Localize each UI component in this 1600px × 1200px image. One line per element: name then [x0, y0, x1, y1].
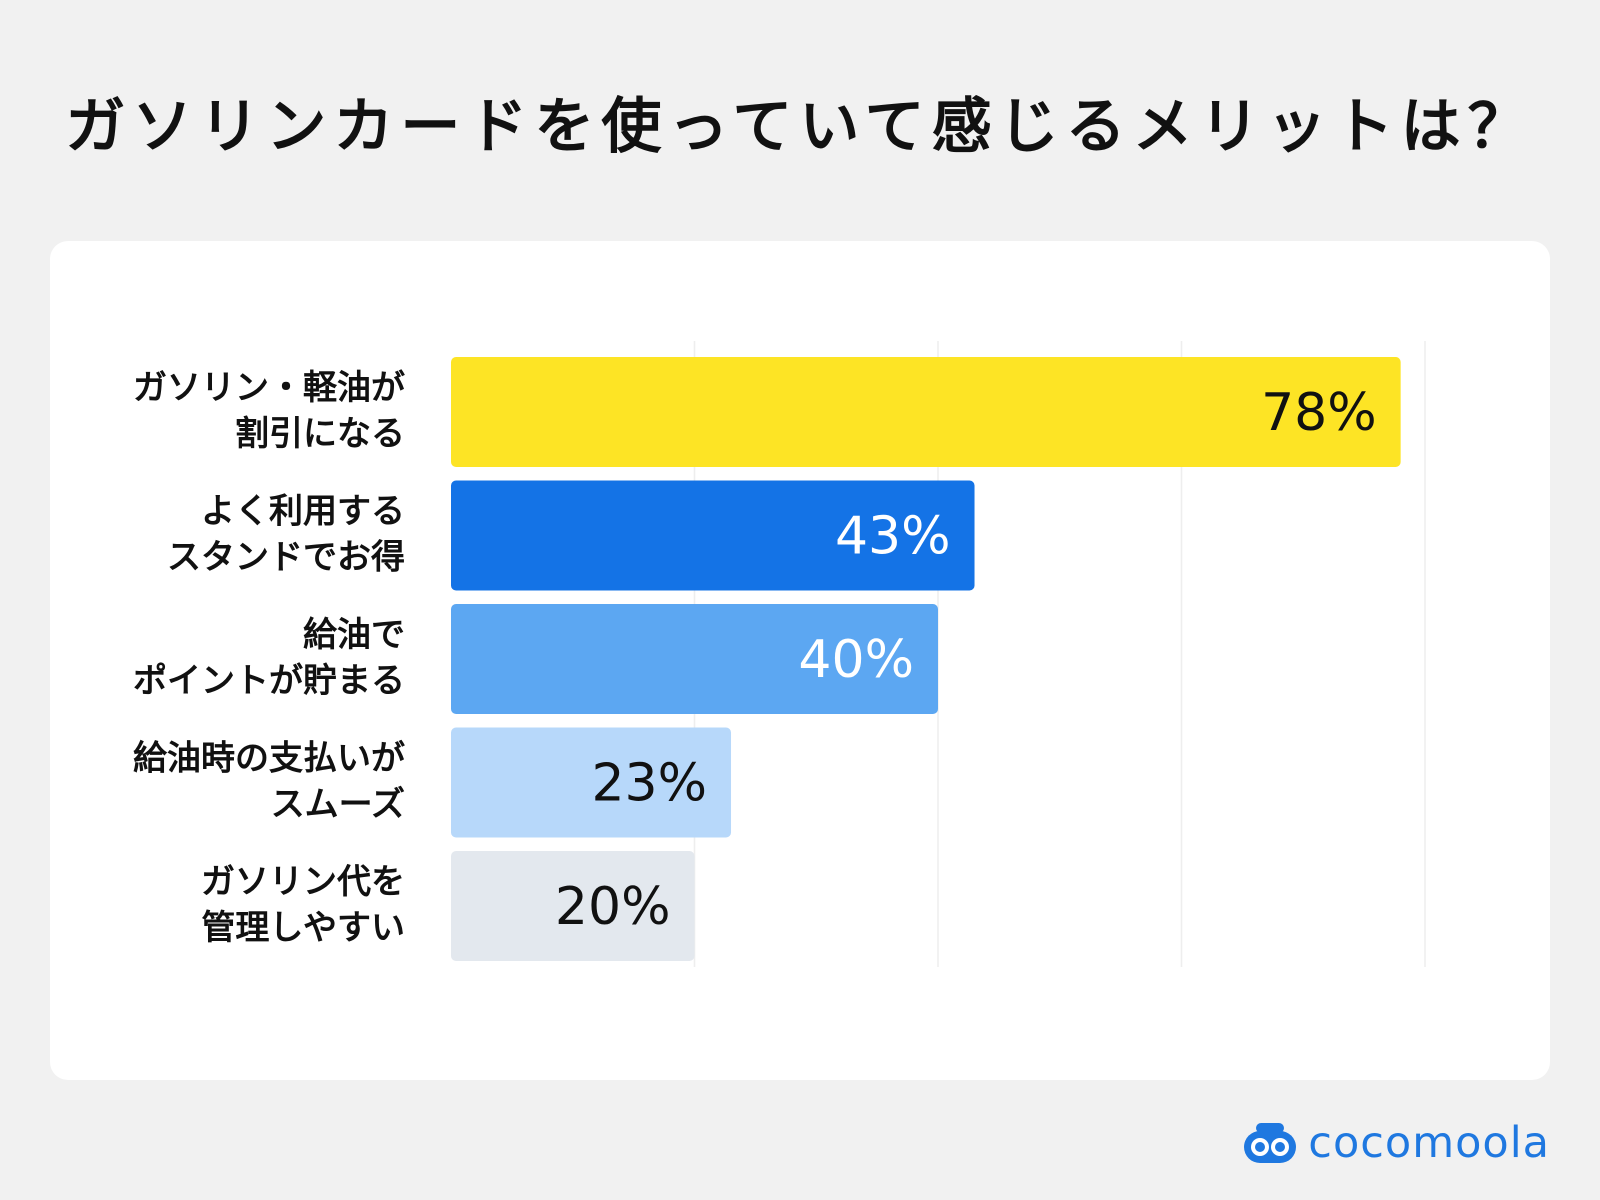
data-label: 43% — [835, 507, 951, 567]
category-label: 給油で — [303, 615, 405, 655]
data-label: 40% — [798, 630, 914, 690]
data-label: 23% — [591, 754, 707, 814]
category-label: スムーズ — [271, 785, 405, 825]
bar — [451, 357, 1401, 467]
bar — [451, 851, 695, 961]
category-label: ポイントが貯まる — [133, 661, 405, 701]
chart-card: 78% ガソリン・軽油が割引になる 43% よく利用するスタンドでお得 40% 給油でポイ… — [50, 241, 1550, 1080]
category-label: 割引になる — [235, 414, 405, 454]
chart-title: ガソリンカードを使っていて感じるメリットは？ — [65, 92, 1535, 162]
category-label: スタンドでお得 — [167, 538, 405, 578]
brand-logo: cocomoola — [1242, 1118, 1550, 1168]
bar — [451, 604, 938, 714]
category-label: ガソリン代を — [201, 862, 405, 902]
brand-name: cocomoola — [1308, 1118, 1550, 1168]
data-label: 78% — [1261, 383, 1377, 443]
category-label: 給油時の支払いが — [133, 739, 405, 779]
bar — [451, 727, 732, 838]
category-label: よく利用する — [201, 492, 405, 532]
category-label: 管理しやすい — [201, 908, 405, 948]
data-label: 20% — [555, 877, 671, 937]
cocomoola-logo-icon — [1244, 1123, 1297, 1163]
category-label: ガソリン・軽油が — [133, 368, 405, 408]
bar — [451, 480, 975, 591]
